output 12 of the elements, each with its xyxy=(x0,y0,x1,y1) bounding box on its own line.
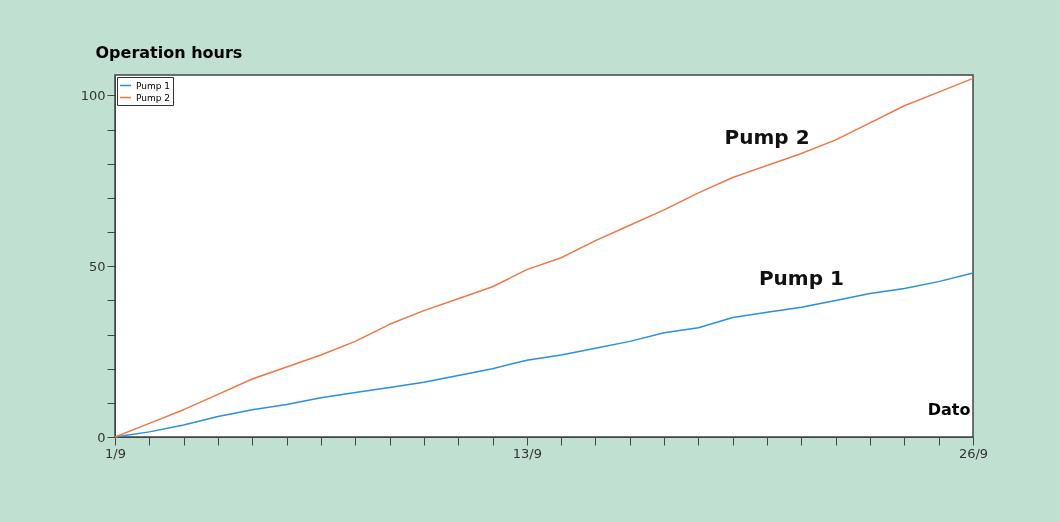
legend-label: Pump 1 xyxy=(136,80,171,91)
x-tick-label: 13/9 xyxy=(512,445,542,461)
y-tick-label: 100 xyxy=(80,87,106,103)
x-tick-label: 26/9 xyxy=(958,445,989,461)
x-axis-title: Dato xyxy=(927,399,971,419)
y-axis-title: Operation hours xyxy=(95,42,243,62)
text: Pump 1 xyxy=(758,266,844,291)
x-tick-label: 1/9 xyxy=(105,445,126,461)
legend-label: Pump 2 xyxy=(136,92,171,103)
y-tick-label: 50 xyxy=(88,258,106,274)
y-tick-label: 0 xyxy=(97,429,106,445)
text: Pump 2 xyxy=(724,124,810,149)
